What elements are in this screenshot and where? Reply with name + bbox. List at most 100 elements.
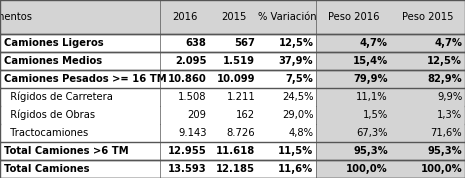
Bar [160,88,209,106]
Text: 1.519: 1.519 [223,56,255,66]
Text: 13.593: 13.593 [168,164,206,174]
Text: 11,6%: 11,6% [278,164,313,174]
Text: 2.095: 2.095 [175,56,206,66]
Text: Total Camiones: Total Camiones [4,164,89,174]
Bar [258,106,316,124]
Text: 10.860: 10.860 [168,74,206,84]
Bar [0,160,160,178]
Bar [316,88,391,106]
Text: 1.508: 1.508 [178,92,206,102]
Text: Tractocamiones: Tractocamiones [4,128,88,138]
Bar [316,124,391,142]
Text: 209: 209 [187,110,206,120]
Bar [258,124,316,142]
Bar [0,70,160,88]
Text: 8.726: 8.726 [226,128,255,138]
Text: 29,0%: 29,0% [282,110,313,120]
Text: 95,3%: 95,3% [427,146,462,156]
Bar [209,52,258,70]
Text: 15,4%: 15,4% [352,56,388,66]
Text: 9,9%: 9,9% [437,92,462,102]
Text: 95,3%: 95,3% [353,146,388,156]
Text: 12.185: 12.185 [216,164,255,174]
Text: Camiones Medios: Camiones Medios [4,56,102,66]
Text: 10.099: 10.099 [217,74,255,84]
Bar [391,70,465,88]
Bar [391,88,465,106]
Bar [391,34,465,52]
Text: 638: 638 [186,38,206,48]
Text: Peso 2015: Peso 2015 [402,12,453,22]
Text: 67,3%: 67,3% [356,128,388,138]
Text: 567: 567 [234,38,255,48]
Text: 79,9%: 79,9% [353,74,388,84]
Bar [316,34,391,52]
Bar [0,142,160,160]
Text: % Variación: % Variación [258,12,317,22]
Bar [258,88,316,106]
Bar [209,0,258,34]
Bar [209,88,258,106]
Text: 4,8%: 4,8% [288,128,313,138]
Text: 1,5%: 1,5% [363,110,388,120]
Bar [160,124,209,142]
Bar [0,0,160,34]
Text: 12,5%: 12,5% [427,56,462,66]
Text: 71,6%: 71,6% [431,128,462,138]
Bar [391,142,465,160]
Text: 100,0%: 100,0% [420,164,462,174]
Text: 4,7%: 4,7% [360,38,388,48]
Bar [391,160,465,178]
Text: 12,5%: 12,5% [279,38,313,48]
Text: 24,5%: 24,5% [282,92,313,102]
Text: Total Camiones >6 TM: Total Camiones >6 TM [4,146,128,156]
Text: Rígidos de Carretera: Rígidos de Carretera [4,91,113,102]
Bar [258,34,316,52]
Bar [316,0,391,34]
Bar [0,124,160,142]
Bar [258,70,316,88]
Text: 2015: 2015 [221,12,246,22]
Bar [258,142,316,160]
Text: 37,9%: 37,9% [279,56,313,66]
Bar [160,160,209,178]
Bar [316,70,391,88]
Bar [209,70,258,88]
Bar [316,52,391,70]
Bar [160,142,209,160]
Bar [209,106,258,124]
Bar [391,106,465,124]
Bar [160,52,209,70]
Text: 100,0%: 100,0% [346,164,388,174]
Bar [0,34,160,52]
Text: 162: 162 [236,110,255,120]
Text: Peso 2016: Peso 2016 [328,12,379,22]
Bar [160,0,209,34]
Bar [209,142,258,160]
Bar [0,88,160,106]
Text: 11,5%: 11,5% [278,146,313,156]
Text: Rígidos de Obras: Rígidos de Obras [4,110,95,120]
Text: 4,7%: 4,7% [434,38,462,48]
Bar [391,124,465,142]
Bar [316,160,391,178]
Text: 7,5%: 7,5% [286,74,313,84]
Bar [0,106,160,124]
Text: 11.618: 11.618 [216,146,255,156]
Text: Segmentos: Segmentos [0,12,33,22]
Bar [160,34,209,52]
Bar [209,34,258,52]
Bar [0,52,160,70]
Text: Camiones Pesados >= 16 TM: Camiones Pesados >= 16 TM [4,74,166,84]
Text: 1.211: 1.211 [226,92,255,102]
Text: 82,9%: 82,9% [427,74,462,84]
Text: 11,1%: 11,1% [356,92,388,102]
Text: Camiones Ligeros: Camiones Ligeros [4,38,103,48]
Bar [258,52,316,70]
Bar [160,106,209,124]
Bar [258,160,316,178]
Bar [160,70,209,88]
Bar [316,106,391,124]
Text: 1,3%: 1,3% [437,110,462,120]
Bar [209,124,258,142]
